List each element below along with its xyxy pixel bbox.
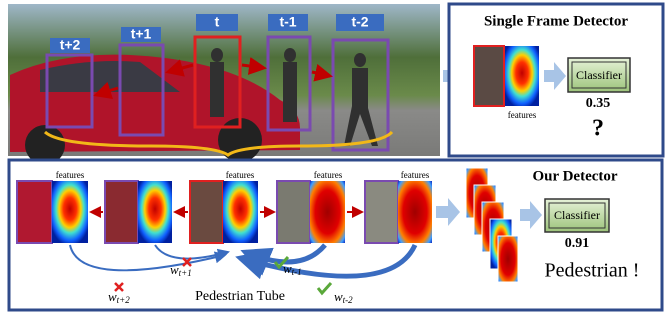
- heatmap: [505, 46, 539, 106]
- frame-label: t-1: [279, 14, 296, 30]
- classifier-label: Classifier: [576, 68, 622, 82]
- frame-pairs: [17, 181, 432, 243]
- classifier-label: Classifier: [554, 208, 600, 222]
- frame-label: t: [215, 14, 220, 30]
- panel-title: Single Frame Detector: [484, 13, 628, 29]
- verdict: ?: [592, 116, 604, 142]
- features-label: features: [401, 170, 430, 180]
- frame-label: t+2: [60, 37, 81, 53]
- page: {"top_photo": {"frame_labels": ["t+2", "…: [0, 0, 670, 314]
- crop: [474, 46, 504, 106]
- frame-label: t+1: [131, 26, 152, 42]
- features-label: features: [314, 170, 343, 180]
- features-label: features: [508, 110, 537, 120]
- score: 0.35: [586, 96, 611, 111]
- features-label: features: [226, 170, 255, 180]
- frame-label: t-2: [351, 14, 368, 30]
- result: Pedestrian !: [545, 260, 640, 282]
- diagram: t+2 t+1 t t-1 t-2 Single Frame Detector …: [0, 0, 670, 314]
- tube-label: Pedestrian Tube: [195, 289, 285, 304]
- features-label: features: [56, 170, 85, 180]
- score: 0.91: [565, 236, 590, 251]
- panel-title: Our Detector: [532, 168, 617, 184]
